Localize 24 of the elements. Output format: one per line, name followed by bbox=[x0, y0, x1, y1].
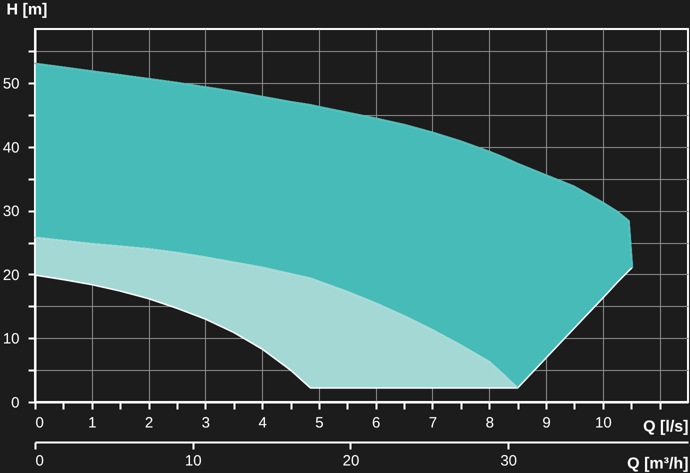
y-tick-label: 30 bbox=[2, 203, 20, 220]
x-tick-label: 4 bbox=[258, 414, 267, 432]
x-tick-label: 7 bbox=[428, 414, 438, 432]
y-tick-label: 50 bbox=[2, 76, 20, 93]
x2-tick-label: 20 bbox=[342, 452, 360, 470]
x-tick-label: 6 bbox=[372, 414, 380, 432]
x-tick-label: 3 bbox=[202, 414, 210, 432]
y-tick-label: 40 bbox=[2, 139, 20, 156]
y-axis-title: H [m] bbox=[6, 2, 48, 18]
y-tick-label: 20 bbox=[2, 266, 20, 284]
x2-tick-label: 30 bbox=[500, 452, 518, 470]
y-tick-label: 10 bbox=[2, 330, 20, 348]
x2-tick-label: 0 bbox=[36, 452, 44, 470]
y-tick-label: 0 bbox=[11, 394, 20, 412]
x-tick-label: 0 bbox=[36, 414, 44, 432]
x-tick-label: 1 bbox=[88, 414, 96, 432]
x-tick-label: 8 bbox=[486, 414, 494, 432]
x-tick-label: 10 bbox=[594, 414, 612, 432]
x2-axis-title: Q [m³/h] bbox=[627, 456, 688, 472]
x-tick-label: 2 bbox=[144, 414, 154, 432]
x2-tick-label: 10 bbox=[184, 452, 202, 470]
x-axis-title: Q [l/s] bbox=[643, 418, 688, 436]
x-tick-label: 9 bbox=[542, 414, 551, 432]
x-tick-label: 5 bbox=[315, 414, 324, 432]
